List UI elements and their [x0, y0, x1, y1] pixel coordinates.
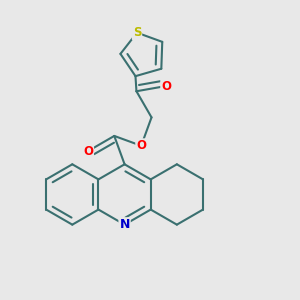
Text: O: O — [83, 145, 93, 158]
Text: O: O — [136, 139, 146, 152]
Text: O: O — [161, 80, 171, 92]
Text: N: N — [119, 218, 130, 231]
Text: S: S — [133, 26, 141, 39]
